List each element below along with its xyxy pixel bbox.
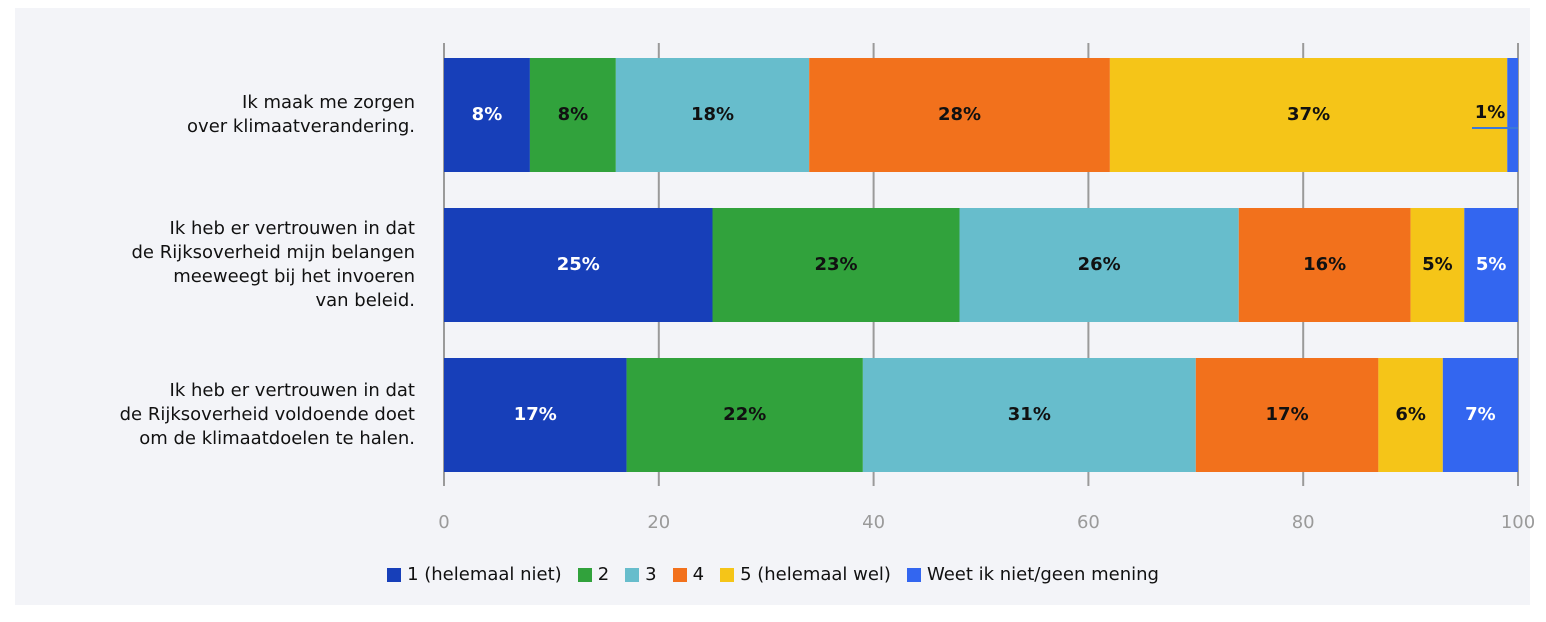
x-tick-label: 60 [1077,512,1100,533]
bar-segment [1195,358,1379,472]
bar-segment [1507,58,1518,172]
legend-label: 3 [645,564,657,585]
legend-label: Weet ik niet/geen mening [926,564,1159,585]
legend-label: 4 [692,564,705,585]
legend-label: 2 [597,564,610,585]
legend-label: 5 (helemaal wel) [740,564,891,585]
data-label: 23% [814,254,857,275]
data-label: 16% [1303,254,1346,275]
category-label: Ik heb er vertrouwen in dat de Rijksover… [131,218,416,311]
legend-swatch [906,567,921,582]
data-label: 8% [558,104,589,125]
data-label: 5% [1422,254,1453,275]
legend-item: 2 [577,564,610,585]
data-label: 5% [1476,254,1507,275]
bar-segment [1442,358,1518,472]
category-label: Ik heb er vertrouwen in dat de Rijksover… [119,380,415,449]
bar-segment [444,58,530,172]
data-label: 8% [472,104,503,125]
data-label: 25% [557,254,600,275]
data-label: 26% [1078,254,1121,275]
bar-segment [1109,58,1508,172]
data-label: 17% [514,404,557,425]
data-label: 1% [1475,102,1506,123]
legend: 1 (helemaal niet) 2 3 4 5 (helemaal wel) Weet… [0,564,1546,585]
legend-label: 1 (helemaal niet) [407,564,562,585]
x-tick-label: 80 [1292,512,1315,533]
bar-segment [1378,358,1443,472]
bar-segment [1410,208,1465,322]
bar-segment [626,358,863,472]
bar-segment [529,58,616,172]
legend-swatch [672,567,687,582]
x-tick-label: 40 [862,512,885,533]
data-label: 22% [723,404,766,425]
legend-item: 5 (helemaal wel) [720,564,891,585]
legend-item: 1 (helemaal niet) [387,564,562,585]
data-label: 6% [1395,404,1426,425]
legend-item: 4 [672,564,705,585]
data-label: 18% [691,104,734,125]
x-tick-label: 100 [1501,512,1535,533]
bar-segment [444,208,713,322]
bar-segment [959,208,1239,322]
legend-swatch [387,567,402,582]
x-tick-label: 0 [438,512,449,533]
legend-swatch [720,567,735,582]
x-tick-label: 20 [647,512,670,533]
bar-segment [444,358,627,472]
bar-segment [1464,208,1518,322]
legend-swatch [577,567,592,582]
legend-item: Weet ik niet/geen mening [906,564,1159,585]
legend-item: 3 [625,564,657,585]
data-label: 17% [1266,404,1309,425]
bar-segment [809,58,1110,172]
data-label: 31% [1008,404,1051,425]
data-label: 7% [1465,404,1496,425]
bar-segment [1238,208,1411,322]
data-label: 28% [938,104,981,125]
data-label: 37% [1287,104,1330,125]
bar-segment [615,58,810,172]
category-label: Ik maak me zorgen over klimaatveranderin… [187,92,415,137]
bar-segment [862,358,1196,472]
bar-segment [712,208,960,322]
legend-swatch [625,567,640,582]
